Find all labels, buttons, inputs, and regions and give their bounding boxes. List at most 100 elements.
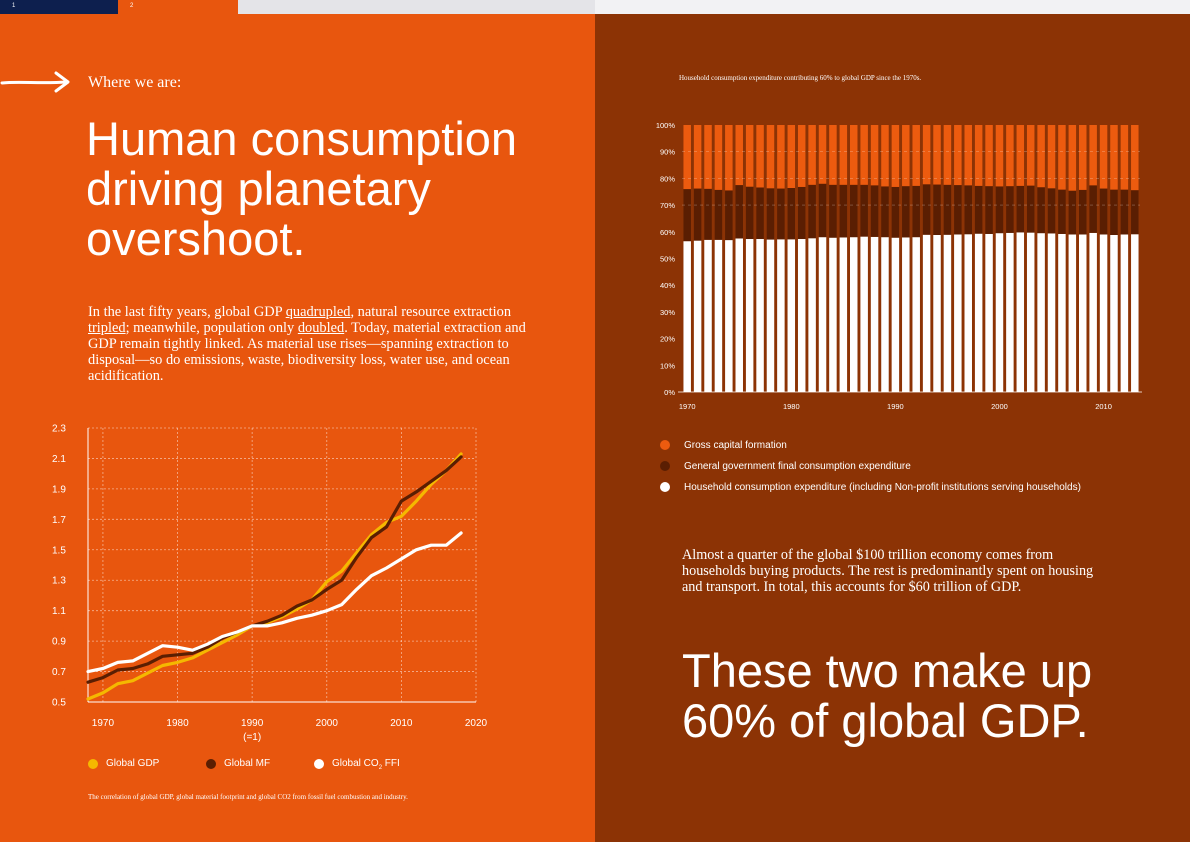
bar-legend-item-gross-capital: Gross capital formation [660,440,787,451]
bar-segment-government [943,184,952,235]
line-chart-caption: The correlation of global GDP, global ma… [88,793,408,801]
bar-segment-household [1016,232,1025,392]
legend-gdp-swatch [88,759,98,769]
bar-segment-government [1006,186,1014,233]
bar-segment-government [683,189,691,242]
bar-segment-government [860,184,868,237]
bar-segment-government [1079,189,1087,235]
bar-segment-government [850,184,858,238]
legend-co2-label: Global CO [332,758,379,769]
bar-legend-swatch-household [660,482,670,492]
bar-segment-gross-capital [683,125,691,190]
bar-segment-gross-capital [714,125,723,190]
bar-segment-gross-capital [808,125,816,185]
bar-segment-government [985,186,993,234]
bar-segment-government [912,185,920,238]
page-tab-track-right [595,0,1190,14]
legend-co2-subscript: 2 [378,765,383,771]
page-navigation-bar: 1 2 [0,0,1190,14]
bar-segment-gross-capital [829,125,837,185]
bar-segment-gross-capital [891,125,900,187]
bar-segment-household [985,233,993,392]
bar-segment-gross-capital [1068,125,1077,191]
bar-segment-household [964,234,972,392]
intro-underline-quadrupled: quadrupled [285,304,351,320]
bar-segment-government [777,188,785,240]
bar-segment-household [1068,234,1077,392]
y-tick-label: 0.9 [52,637,66,648]
series-line-mf [86,455,463,684]
bar-segment-government [964,185,972,235]
bar-segment-government [693,188,702,241]
page-tab-2[interactable]: 2 [118,0,238,14]
legend-item-co2: Global CO2 FFI [314,758,400,771]
bar-segment-government [714,189,723,240]
bar-segment-household [1089,232,1097,392]
bar-segment-gross-capital [1099,125,1108,189]
bar-segment-household [1037,233,1045,392]
y-tick-label: 70% [660,201,675,210]
y-tick-label: 20% [660,335,675,344]
y-tick-label: 0% [664,388,675,397]
bar-segment-government [1026,185,1035,233]
legend-mf-label: Global MF [224,758,271,769]
bar-segment-government [766,188,775,240]
bar-segment-government [797,186,806,240]
bar-segment-household [1099,234,1108,392]
bar-segment-gross-capital [1006,125,1014,187]
bar-segment-gross-capital [1110,125,1118,190]
bar-segment-gross-capital [870,125,879,186]
bar-legend-swatch-gross-capital [660,440,670,450]
bar-segment-household [683,241,691,392]
legend-co2-swatch [314,759,324,769]
bar-segment-government [1016,185,1025,233]
bar-segment-gross-capital [1058,125,1066,190]
bar-segment-household [1079,234,1087,392]
bar-segment-gross-capital [954,125,962,186]
x-tick-label: 1990 [887,402,904,411]
y-tick-label: 2.3 [52,424,66,435]
bar-segment-gross-capital [985,125,993,187]
bar-segment-government [1110,189,1118,235]
bar-legend-item-household: Household consumption expenditure (inclu… [660,482,1081,493]
y-tick-label: 1.3 [52,576,66,587]
intro-text-2: , natural resource extraction [350,304,512,320]
intro-underline-tripled: tripled [88,320,126,336]
x-tick-label: 2010 [390,718,413,729]
bar-segment-household [756,239,764,392]
bar-segment-household [818,237,827,392]
bar-segment-gross-capital [756,125,764,188]
bar-segment-household [766,239,775,392]
bar-segment-household [933,235,941,392]
page-number-2: 2 [130,3,134,9]
bar-segment-government [881,186,889,238]
bar-segment-household [850,237,858,392]
bar-segment-household [974,233,983,392]
page-tab-1[interactable]: 1 [0,0,118,14]
bar-segment-government [808,184,816,239]
bar-segment-household [1047,233,1056,392]
x-tick-label: 2000 [991,402,1008,411]
y-tick-label: 60% [660,228,675,237]
bar-segment-gross-capital [1089,125,1097,186]
bar-segment-government [922,184,931,235]
bar-segment-government [1047,188,1056,234]
page-number-1: 1 [12,3,16,9]
bar-segment-gross-capital [777,125,785,189]
series-line-co2 [86,531,463,674]
bar-segment-gross-capital [745,125,754,187]
y-tick-label: 2.1 [52,454,66,465]
bar-segment-gross-capital [995,125,1004,187]
bar-segment-household [829,237,837,392]
bar-segment-gross-capital [933,125,941,185]
bar-legend-label-government: General government final consumption exp… [684,461,911,472]
y-tick-label: 100% [656,121,676,130]
bar-segment-household [777,239,785,392]
y-tick-label: 30% [660,308,675,317]
bar-segment-household [860,236,868,392]
bar-segment-government [704,188,712,240]
x-tick-sublabel: (=1) [243,732,261,743]
bar-segment-gross-capital [860,125,868,185]
legend-co2-suffix: FFI [382,758,400,769]
bar-segment-gross-capital [1079,125,1087,190]
